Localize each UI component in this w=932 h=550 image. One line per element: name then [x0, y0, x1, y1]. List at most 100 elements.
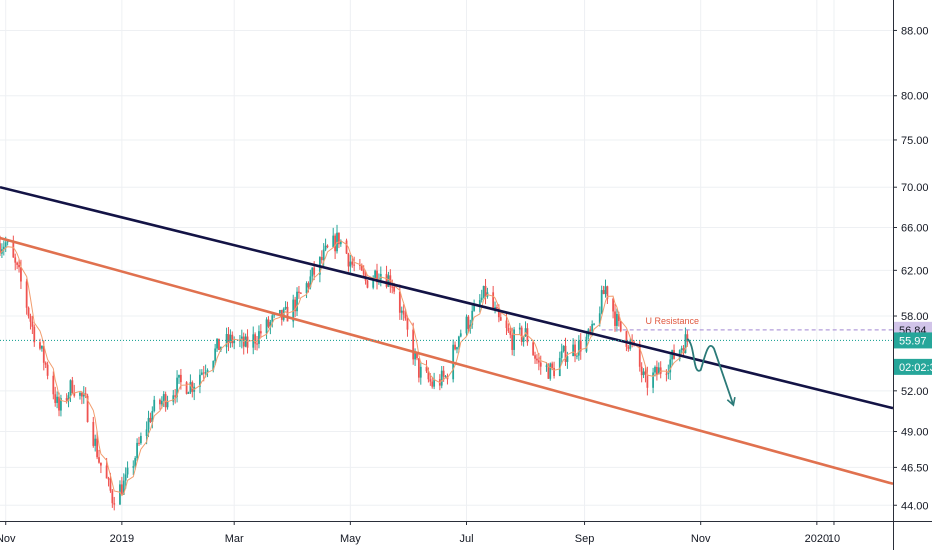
candle-body [362, 270, 365, 275]
candle [640, 362, 643, 383]
candle-body [71, 380, 74, 393]
candle-body [39, 342, 41, 349]
candle-body [202, 372, 205, 374]
candle [258, 325, 260, 349]
candle [627, 344, 630, 352]
candle [126, 461, 129, 478]
candle-body [459, 333, 462, 337]
candle [298, 285, 300, 299]
projection-arrow [686, 338, 736, 407]
support-trendline [0, 236, 894, 486]
candle [345, 238, 348, 255]
candle-body [657, 367, 660, 375]
candle-body [402, 310, 405, 315]
candle-body [471, 310, 474, 325]
candle-body [259, 331, 262, 334]
candle [134, 456, 137, 470]
candle-body [225, 334, 228, 348]
candle [56, 391, 59, 409]
candle-body [682, 348, 685, 354]
candle [646, 366, 649, 396]
candle [200, 369, 203, 376]
candle-body [640, 366, 643, 376]
candle [187, 391, 190, 394]
candle [44, 361, 47, 369]
candle [558, 351, 561, 377]
candle [360, 263, 363, 272]
candle [376, 263, 378, 290]
candle-body [69, 380, 72, 396]
candle-body [98, 457, 100, 463]
candle-body [520, 327, 523, 342]
candle-body [214, 348, 217, 361]
candle-body [313, 267, 316, 275]
candle [619, 320, 622, 333]
grid-lines [0, 0, 893, 521]
candle-body [179, 374, 182, 383]
candle [124, 467, 127, 489]
candle-body [566, 356, 569, 362]
candle-body [278, 309, 281, 314]
candle [602, 285, 605, 295]
y-tick-label: 88.00 [901, 25, 929, 37]
candle-body [79, 392, 81, 396]
candle [178, 374, 180, 384]
y-tick-label: 52.00 [901, 386, 929, 398]
candle-body [12, 241, 15, 258]
candle [40, 345, 43, 352]
candle-body [18, 264, 20, 268]
candle-body [153, 399, 156, 411]
candle-body [185, 382, 188, 394]
candle [509, 326, 512, 339]
candle-body [593, 323, 595, 325]
candle-body [296, 291, 298, 312]
candle-body [619, 320, 622, 332]
candle [579, 333, 582, 360]
candle [539, 355, 542, 375]
candle-body [406, 318, 409, 330]
candle-body [113, 503, 116, 505]
candle-body [54, 394, 57, 403]
candle [478, 294, 481, 313]
candle [294, 296, 297, 318]
candle-body [138, 442, 140, 444]
candle [465, 314, 468, 336]
candle-body [505, 320, 508, 329]
candle [326, 244, 329, 249]
candle-body [58, 396, 60, 411]
candle-body [454, 344, 456, 350]
candle-body [376, 270, 378, 283]
price-badge-label: 55.97 [899, 335, 927, 347]
candle-body [324, 245, 327, 250]
candle-body [511, 334, 514, 350]
candle-body [598, 313, 601, 324]
y-tick-label: 66.00 [901, 223, 929, 235]
candle-body [199, 374, 201, 387]
candle-body [166, 401, 169, 408]
candle-body [269, 321, 272, 327]
candle-body [149, 417, 152, 422]
candle [282, 307, 285, 322]
candle [482, 285, 485, 299]
candle-body [25, 281, 28, 308]
candle [577, 335, 580, 361]
candle-body [549, 363, 552, 379]
candle [534, 351, 536, 364]
candle-body [497, 308, 500, 318]
candle [189, 374, 192, 394]
y-tick-label: 62.00 [901, 265, 929, 277]
candle-body [444, 376, 447, 378]
candle [471, 304, 474, 329]
candle-body [537, 360, 540, 363]
candle [267, 316, 270, 329]
candle [0, 235, 1, 256]
candle-body [604, 286, 607, 295]
candle-body [669, 359, 672, 373]
candle [46, 361, 49, 380]
candle [271, 312, 274, 328]
candle [305, 281, 308, 299]
candle-body [577, 340, 580, 356]
candle-body [585, 336, 588, 352]
candle [162, 391, 165, 408]
